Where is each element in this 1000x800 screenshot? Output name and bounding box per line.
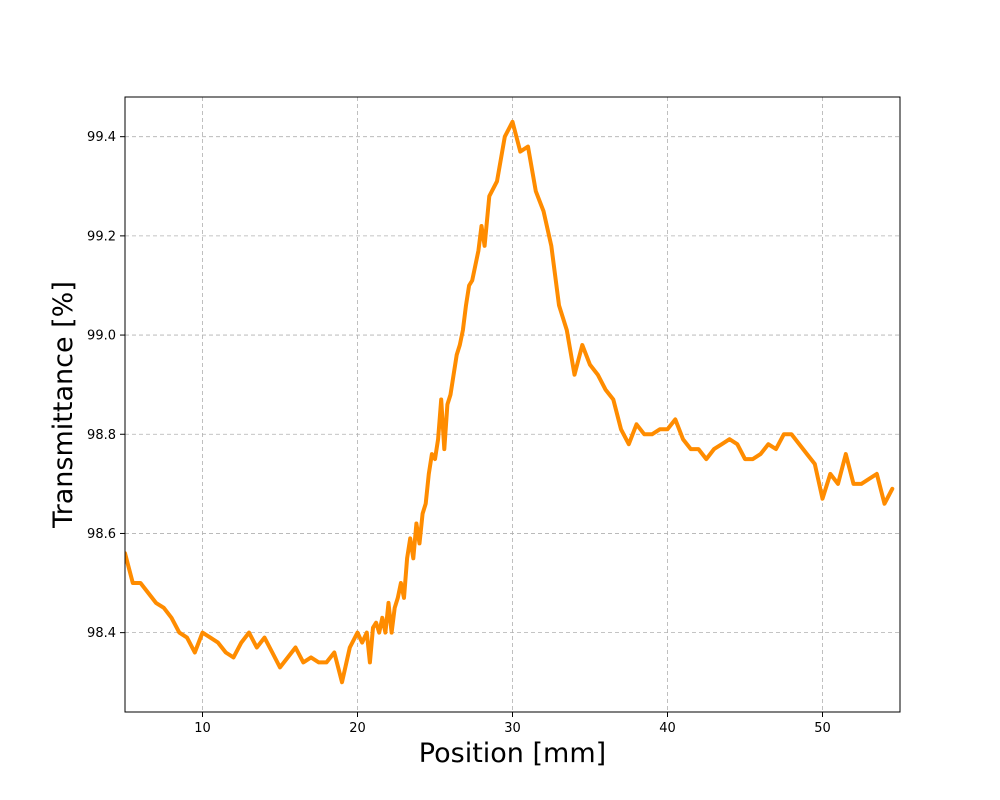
x-tick-label: 40 [659,721,676,736]
x-tick-label: 50 [814,721,831,736]
y-tick-label: 99.0 [87,329,116,344]
y-tick-label: 98.6 [87,527,116,542]
y-tick-label: 99.4 [87,130,116,145]
y-tick-label: 99.2 [87,229,116,244]
axis-ticks: 10 20 30 40 50 98.4 98.6 98.8 99.0 99.2 99.4 [87,130,831,736]
grid-lines [125,97,900,712]
series-line-1 [125,119,895,685]
x-tick-label: 20 [349,721,366,736]
x-tick-label: 10 [194,721,211,736]
x-axis-label: Position [mm] [419,738,606,769]
x-tick-label: 30 [504,721,521,736]
y-tick-label: 98.8 [87,428,116,443]
y-tick-label: 98.4 [87,626,116,641]
y-axis-label: Transmittance [%] [48,281,79,529]
plot-area [125,119,895,685]
